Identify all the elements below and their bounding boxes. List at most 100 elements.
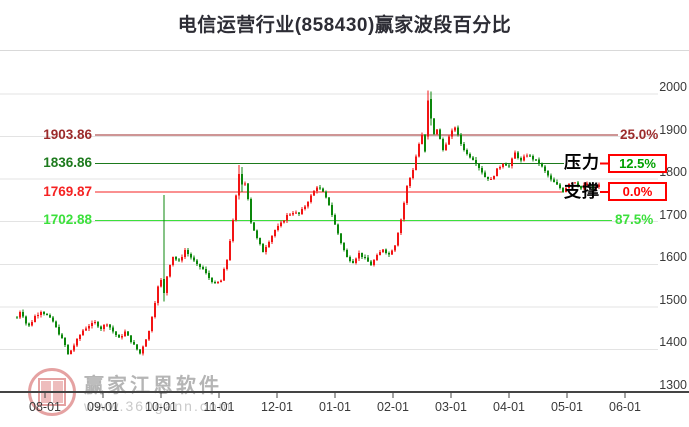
candle-body: [223, 268, 226, 281]
candle-body: [541, 163, 544, 167]
candle-body: [112, 327, 115, 332]
candle-body: [31, 321, 34, 326]
candle-body: [517, 152, 520, 158]
candle-body: [574, 182, 577, 184]
level-price-label-1769: 1769.87: [43, 183, 92, 199]
candle-body: [373, 260, 376, 266]
candle-body: [58, 326, 61, 335]
candle-body: [463, 144, 466, 150]
candle-body: [469, 153, 472, 158]
candle-body: [184, 250, 187, 257]
candle-body: [325, 191, 328, 198]
candle-body: [478, 164, 481, 168]
candle-body: [193, 257, 196, 261]
candle-body: [274, 230, 277, 236]
x-tick-label: 05-01: [551, 400, 583, 414]
title-divider: [0, 50, 689, 51]
candle-body: [397, 232, 400, 246]
candle-body: [64, 338, 67, 345]
candle-body: [577, 182, 580, 187]
candle-body: [226, 259, 229, 269]
candle-body: [25, 316, 28, 324]
candle-body: [493, 176, 496, 180]
candle-body: [337, 224, 340, 234]
candle-body: [343, 243, 346, 250]
y-tick-label: 1900: [659, 122, 687, 137]
candle-body: [475, 159, 478, 165]
candle-body: [412, 169, 415, 178]
candle-body: [121, 336, 124, 338]
candle-body: [214, 282, 217, 284]
candle-body: [91, 322, 94, 327]
candle-body: [565, 187, 568, 192]
x-tick-label: 11-01: [203, 400, 235, 414]
candle-body: [595, 186, 598, 190]
candle-body: [190, 253, 193, 258]
candle-body: [103, 325, 106, 329]
y-tick-label: 1700: [659, 207, 687, 222]
resistance-label: 压力: [564, 153, 600, 173]
candle-body: [559, 184, 562, 189]
candle-body: [37, 314, 40, 317]
candle-body: [133, 341, 136, 345]
candle-body: [403, 202, 406, 220]
candle-body: [445, 144, 448, 150]
candle-body: [526, 155, 529, 157]
candle-body: [220, 280, 223, 282]
candle-body: [556, 182, 559, 185]
candle-body: [115, 331, 118, 336]
candle-body: [583, 185, 586, 189]
candle-body: [424, 134, 427, 152]
candle-body: [313, 190, 316, 196]
candle-body: [409, 177, 412, 186]
candle-body: [94, 321, 97, 323]
level-price-label-1903: 1903.86: [43, 126, 92, 142]
candle-body: [187, 250, 190, 254]
candle-body: [442, 138, 445, 150]
candle-body: [316, 187, 319, 191]
candle-body: [385, 249, 388, 253]
candle-body: [499, 167, 502, 169]
candle-body: [382, 249, 385, 253]
candle-body: [553, 179, 556, 183]
candle-body: [427, 100, 430, 137]
candle-body: [523, 156, 526, 161]
candle-body: [67, 344, 70, 355]
x-tick-label: 04-01: [493, 400, 525, 414]
candle-body: [334, 214, 337, 225]
candle-body: [265, 247, 268, 253]
candle-body: [562, 188, 565, 192]
candle-body: [286, 214, 289, 221]
candle-body: [376, 255, 379, 261]
x-tick-label: 10-01: [145, 400, 177, 414]
percent-label-87: 87.5%: [615, 212, 654, 228]
y-tick-label: 1300: [659, 378, 687, 392]
candle-body: [328, 197, 331, 205]
candle-body: [139, 349, 142, 354]
candle-body: [49, 314, 52, 318]
candle-body: [436, 129, 439, 134]
candle-body: [229, 241, 232, 260]
candle-body: [406, 185, 409, 203]
candle-body: [544, 166, 547, 171]
x-tick-label: 03-01: [435, 400, 467, 414]
candle-body: [244, 183, 247, 185]
candle-body: [271, 235, 274, 243]
candle-body: [550, 175, 553, 180]
resistance-value-box: 12.5%: [608, 153, 667, 173]
candle-body: [472, 157, 475, 160]
candle-body: [163, 279, 166, 294]
candle-body: [52, 317, 55, 322]
candle-body: [361, 252, 364, 257]
x-tick-label: 12-01: [261, 400, 293, 414]
candle-body: [538, 159, 541, 164]
candle-body: [370, 261, 373, 266]
candle-body: [484, 172, 487, 177]
candle-body: [181, 256, 184, 261]
candle-body: [421, 134, 424, 144]
candle-body: [289, 214, 292, 216]
candle-body: [586, 183, 589, 186]
candle-body: [130, 335, 133, 342]
candle-body: [154, 303, 157, 318]
